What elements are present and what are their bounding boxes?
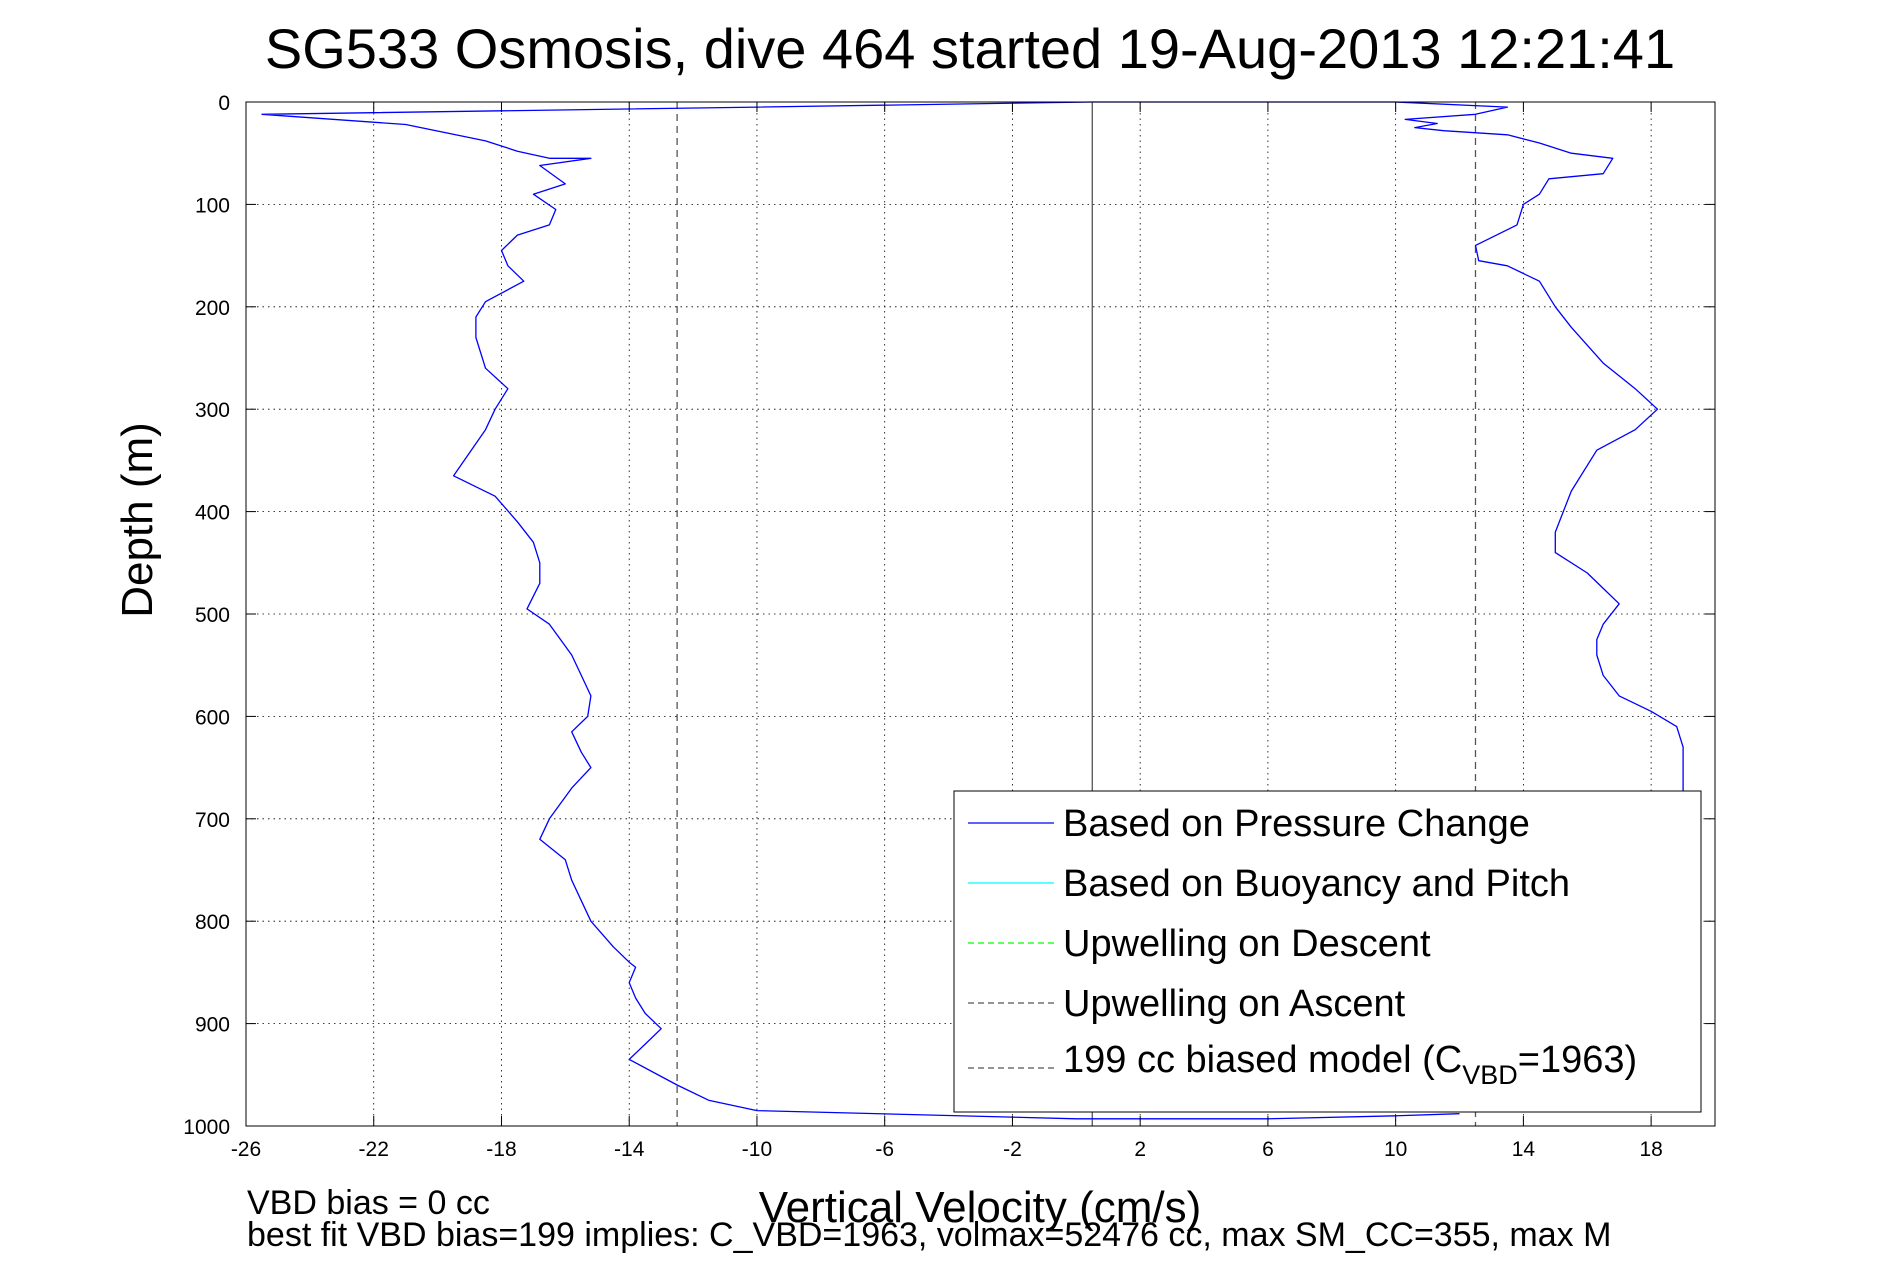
x-tick-label: 6 (1262, 1138, 1274, 1161)
legend: Based on Pressure Change Based on Buoyan… (953, 790, 1702, 1113)
y-tick-label: 1000 (183, 1116, 230, 1139)
x-tick-label: -18 (486, 1138, 516, 1161)
series-group (261, 101, 1684, 1120)
y-tick-label: 400 (195, 502, 230, 525)
y-tick-label: 800 (195, 911, 230, 934)
series-line-1 (1092, 101, 1684, 799)
x-axis-label: Vertical Velocity (cm/s) (759, 1183, 1202, 1232)
x-tick-label: -22 (359, 1138, 389, 1161)
x-tick-label: 10 (1384, 1138, 1407, 1161)
y-tick-label: 300 (195, 399, 230, 422)
y-tick-label: 200 (195, 297, 230, 320)
chart-title: SG533 Osmosis, dive 464 started 19-Aug-2… (265, 17, 1675, 80)
x-tick-label: -26 (231, 1138, 261, 1161)
y-tick-labels: 0 100 200 300 400 500 600 700 800 900 1000 (183, 92, 230, 1139)
x-tick-label: -6 (875, 1138, 894, 1161)
series-line-0 (261, 101, 1460, 1120)
legend-label-pressure: Based on Pressure Change (1063, 803, 1530, 845)
x-tick-labels: -26 -22 -18 -14 -10 -6 -2 2 6 10 14 18 (231, 1138, 1663, 1161)
y-tick-label: 900 (195, 1014, 230, 1037)
footer-line-2: best fit VBD bias=199 implies: C_VBD=196… (247, 1216, 1611, 1254)
y-tick-label: 700 (195, 809, 230, 832)
x-tick-label: 14 (1512, 1138, 1536, 1161)
legend-biased-pre: 199 cc biased model (C (1063, 1039, 1462, 1081)
y-axis-label: Depth (m) (113, 422, 162, 618)
legend-label-buoyancy: Based on Buoyancy and Pitch (1063, 863, 1570, 905)
x-tick-label: 2 (1134, 1138, 1146, 1161)
y-tick-label: 500 (195, 604, 230, 627)
legend-biased-sub: VBD (1462, 1060, 1518, 1090)
legend-biased-post: =1963) (1518, 1039, 1637, 1081)
y-tick-label: 100 (195, 194, 230, 217)
legend-label-biased-model: 199 cc biased model (CVBD=1963) (1063, 1039, 1637, 1090)
legend-label-upwelling-ascent: Upwelling on Ascent (1063, 983, 1406, 1025)
footer-line-1: VBD bias = 0 cc (247, 1184, 490, 1222)
x-tick-label: 18 (1639, 1138, 1662, 1161)
x-tick-label: -2 (1003, 1138, 1022, 1161)
legend-label-upwelling-descent: Upwelling on Descent (1063, 923, 1431, 965)
ticks (245, 101, 1715, 1127)
x-tick-label: -14 (614, 1138, 645, 1161)
x-tick-label: -10 (742, 1138, 772, 1161)
y-tick-label: 600 (195, 706, 230, 729)
legend-box (953, 790, 1702, 1113)
y-tick-label: 0 (218, 92, 230, 115)
